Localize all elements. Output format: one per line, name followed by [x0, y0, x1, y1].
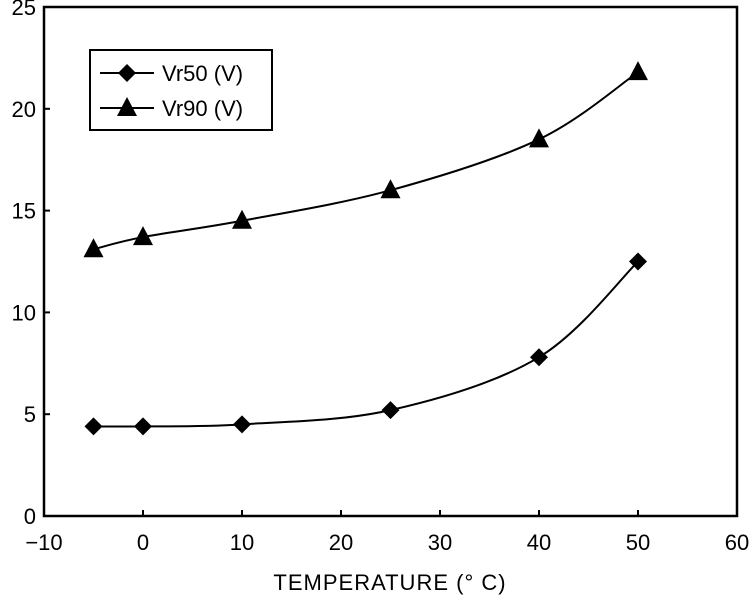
y-tick-label: 0 — [24, 504, 36, 529]
x-tick-label: 0 — [137, 530, 149, 555]
x-tick-label: 30 — [428, 530, 452, 555]
legend-label-vr90: Vr90 (V) — [162, 96, 243, 121]
y-tick-label: 20 — [12, 97, 36, 122]
x-axis-title: TEMPERATURE (° C) — [273, 570, 506, 595]
x-tick-label: 20 — [329, 530, 353, 555]
y-tick-label: 15 — [12, 199, 36, 224]
y-tick-label: 25 — [12, 0, 36, 20]
legend: Vr50 (V) Vr90 (V) — [90, 50, 272, 130]
x-tick-label: 10 — [230, 530, 254, 555]
y-tick-label: 10 — [12, 300, 36, 325]
x-tick-label: 50 — [626, 530, 650, 555]
chart: −100102030405060 0510152025 TEMPERATURE … — [0, 0, 750, 597]
legend-label-vr50: Vr50 (V) — [162, 61, 243, 86]
x-tick-label: 40 — [527, 530, 551, 555]
x-tick-label: 60 — [725, 530, 749, 555]
y-tick-label: 5 — [24, 402, 36, 427]
x-tick-label: −10 — [25, 530, 62, 555]
